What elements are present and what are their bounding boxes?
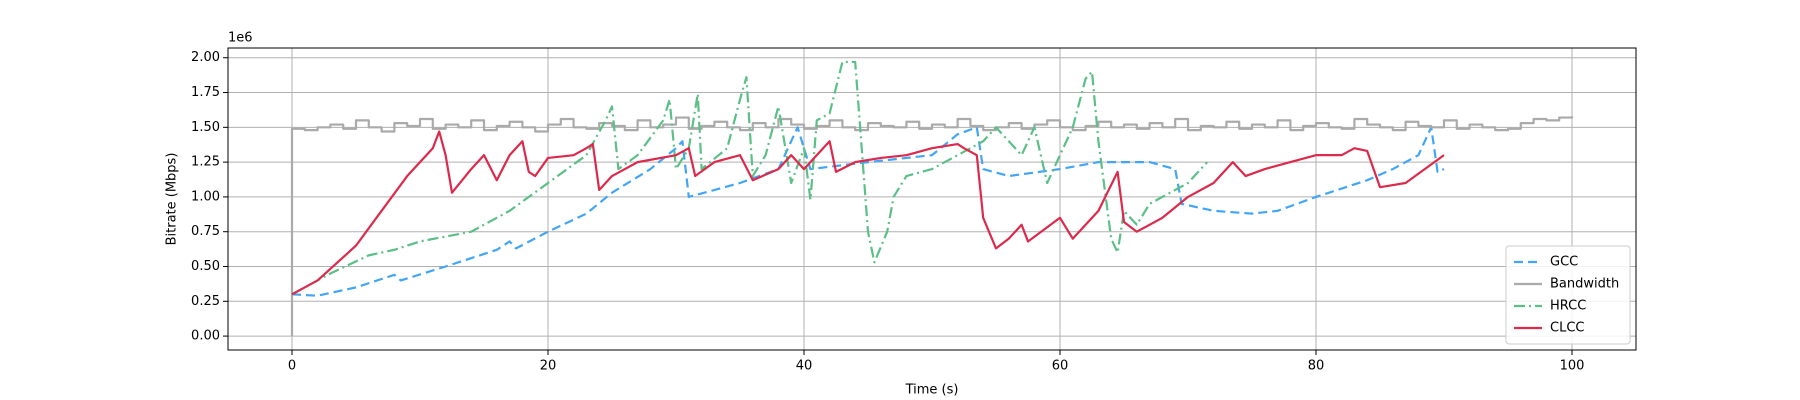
y-tick-label: 0.50 (191, 259, 220, 274)
x-tick-label: 40 (796, 359, 813, 374)
legend-label: HRCC (1550, 299, 1586, 314)
x-tick-label: 80 (1308, 359, 1325, 374)
y-tick-label: 2.00 (191, 50, 220, 65)
series-line (291, 130, 1445, 296)
legend: GCC Bandwidth HRCC CLCC (1505, 245, 1631, 345)
legend-box (1505, 245, 1631, 345)
legend-label: Bandwidth (1550, 277, 1619, 292)
y-tick-label: 0.00 (191, 329, 220, 344)
series-line (291, 126, 1445, 297)
y-tick-label: 1.75 (191, 85, 220, 100)
y-tick-label: 1.50 (191, 120, 220, 135)
x-tick-label: 100 (1560, 359, 1585, 374)
x-tick-label: 60 (1052, 359, 1069, 374)
series-line (291, 60, 1209, 296)
legend-label: GCC (1550, 255, 1578, 270)
legend-label: CLCC (1550, 321, 1584, 336)
y-tick-label: 1.00 (191, 189, 220, 204)
y-tick-label: 0.75 (191, 224, 220, 239)
x-axis-label: Time (s) (905, 383, 959, 398)
y-tick-label: 1.25 (191, 155, 220, 170)
plot-frame (227, 47, 1637, 351)
y-tick-label: 0.25 (191, 294, 220, 309)
x-tick-label: 0 (288, 359, 296, 374)
series-line (290, 116, 1574, 337)
x-tick-label: 20 (540, 359, 557, 374)
y-offset-label: 1e6 (228, 31, 253, 46)
y-axis-label: Bitrate (Mbps) (165, 153, 180, 246)
